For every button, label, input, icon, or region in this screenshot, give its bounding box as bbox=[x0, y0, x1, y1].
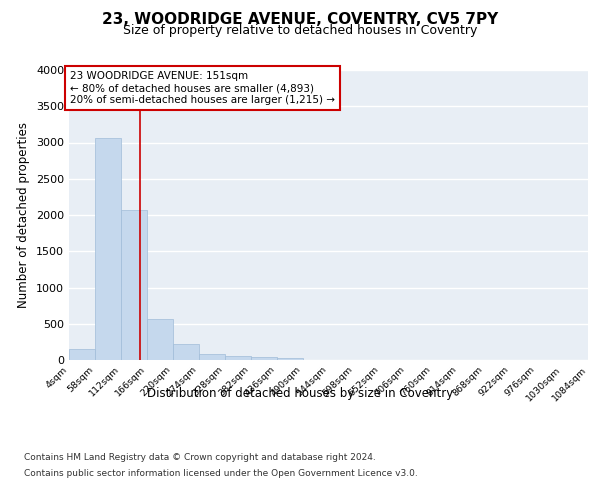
Text: Distribution of detached houses by size in Coventry: Distribution of detached houses by size … bbox=[147, 388, 453, 400]
Text: Contains public sector information licensed under the Open Government Licence v3: Contains public sector information licen… bbox=[24, 468, 418, 477]
Text: 23, WOODRIDGE AVENUE, COVENTRY, CV5 7PY: 23, WOODRIDGE AVENUE, COVENTRY, CV5 7PY bbox=[102, 12, 498, 28]
Bar bbox=[95, 138, 121, 360]
Bar bbox=[147, 318, 173, 360]
Bar bbox=[121, 210, 147, 360]
Bar bbox=[173, 344, 199, 360]
Text: 23 WOODRIDGE AVENUE: 151sqm
← 80% of detached houses are smaller (4,893)
20% of : 23 WOODRIDGE AVENUE: 151sqm ← 80% of det… bbox=[70, 72, 335, 104]
Bar bbox=[69, 349, 95, 360]
Y-axis label: Number of detached properties: Number of detached properties bbox=[17, 122, 31, 308]
Bar bbox=[199, 354, 224, 360]
Bar bbox=[251, 358, 277, 360]
Bar bbox=[225, 356, 251, 360]
Text: Size of property relative to detached houses in Coventry: Size of property relative to detached ho… bbox=[123, 24, 477, 37]
Text: Contains HM Land Registry data © Crown copyright and database right 2024.: Contains HM Land Registry data © Crown c… bbox=[24, 454, 376, 462]
Bar bbox=[277, 358, 302, 360]
